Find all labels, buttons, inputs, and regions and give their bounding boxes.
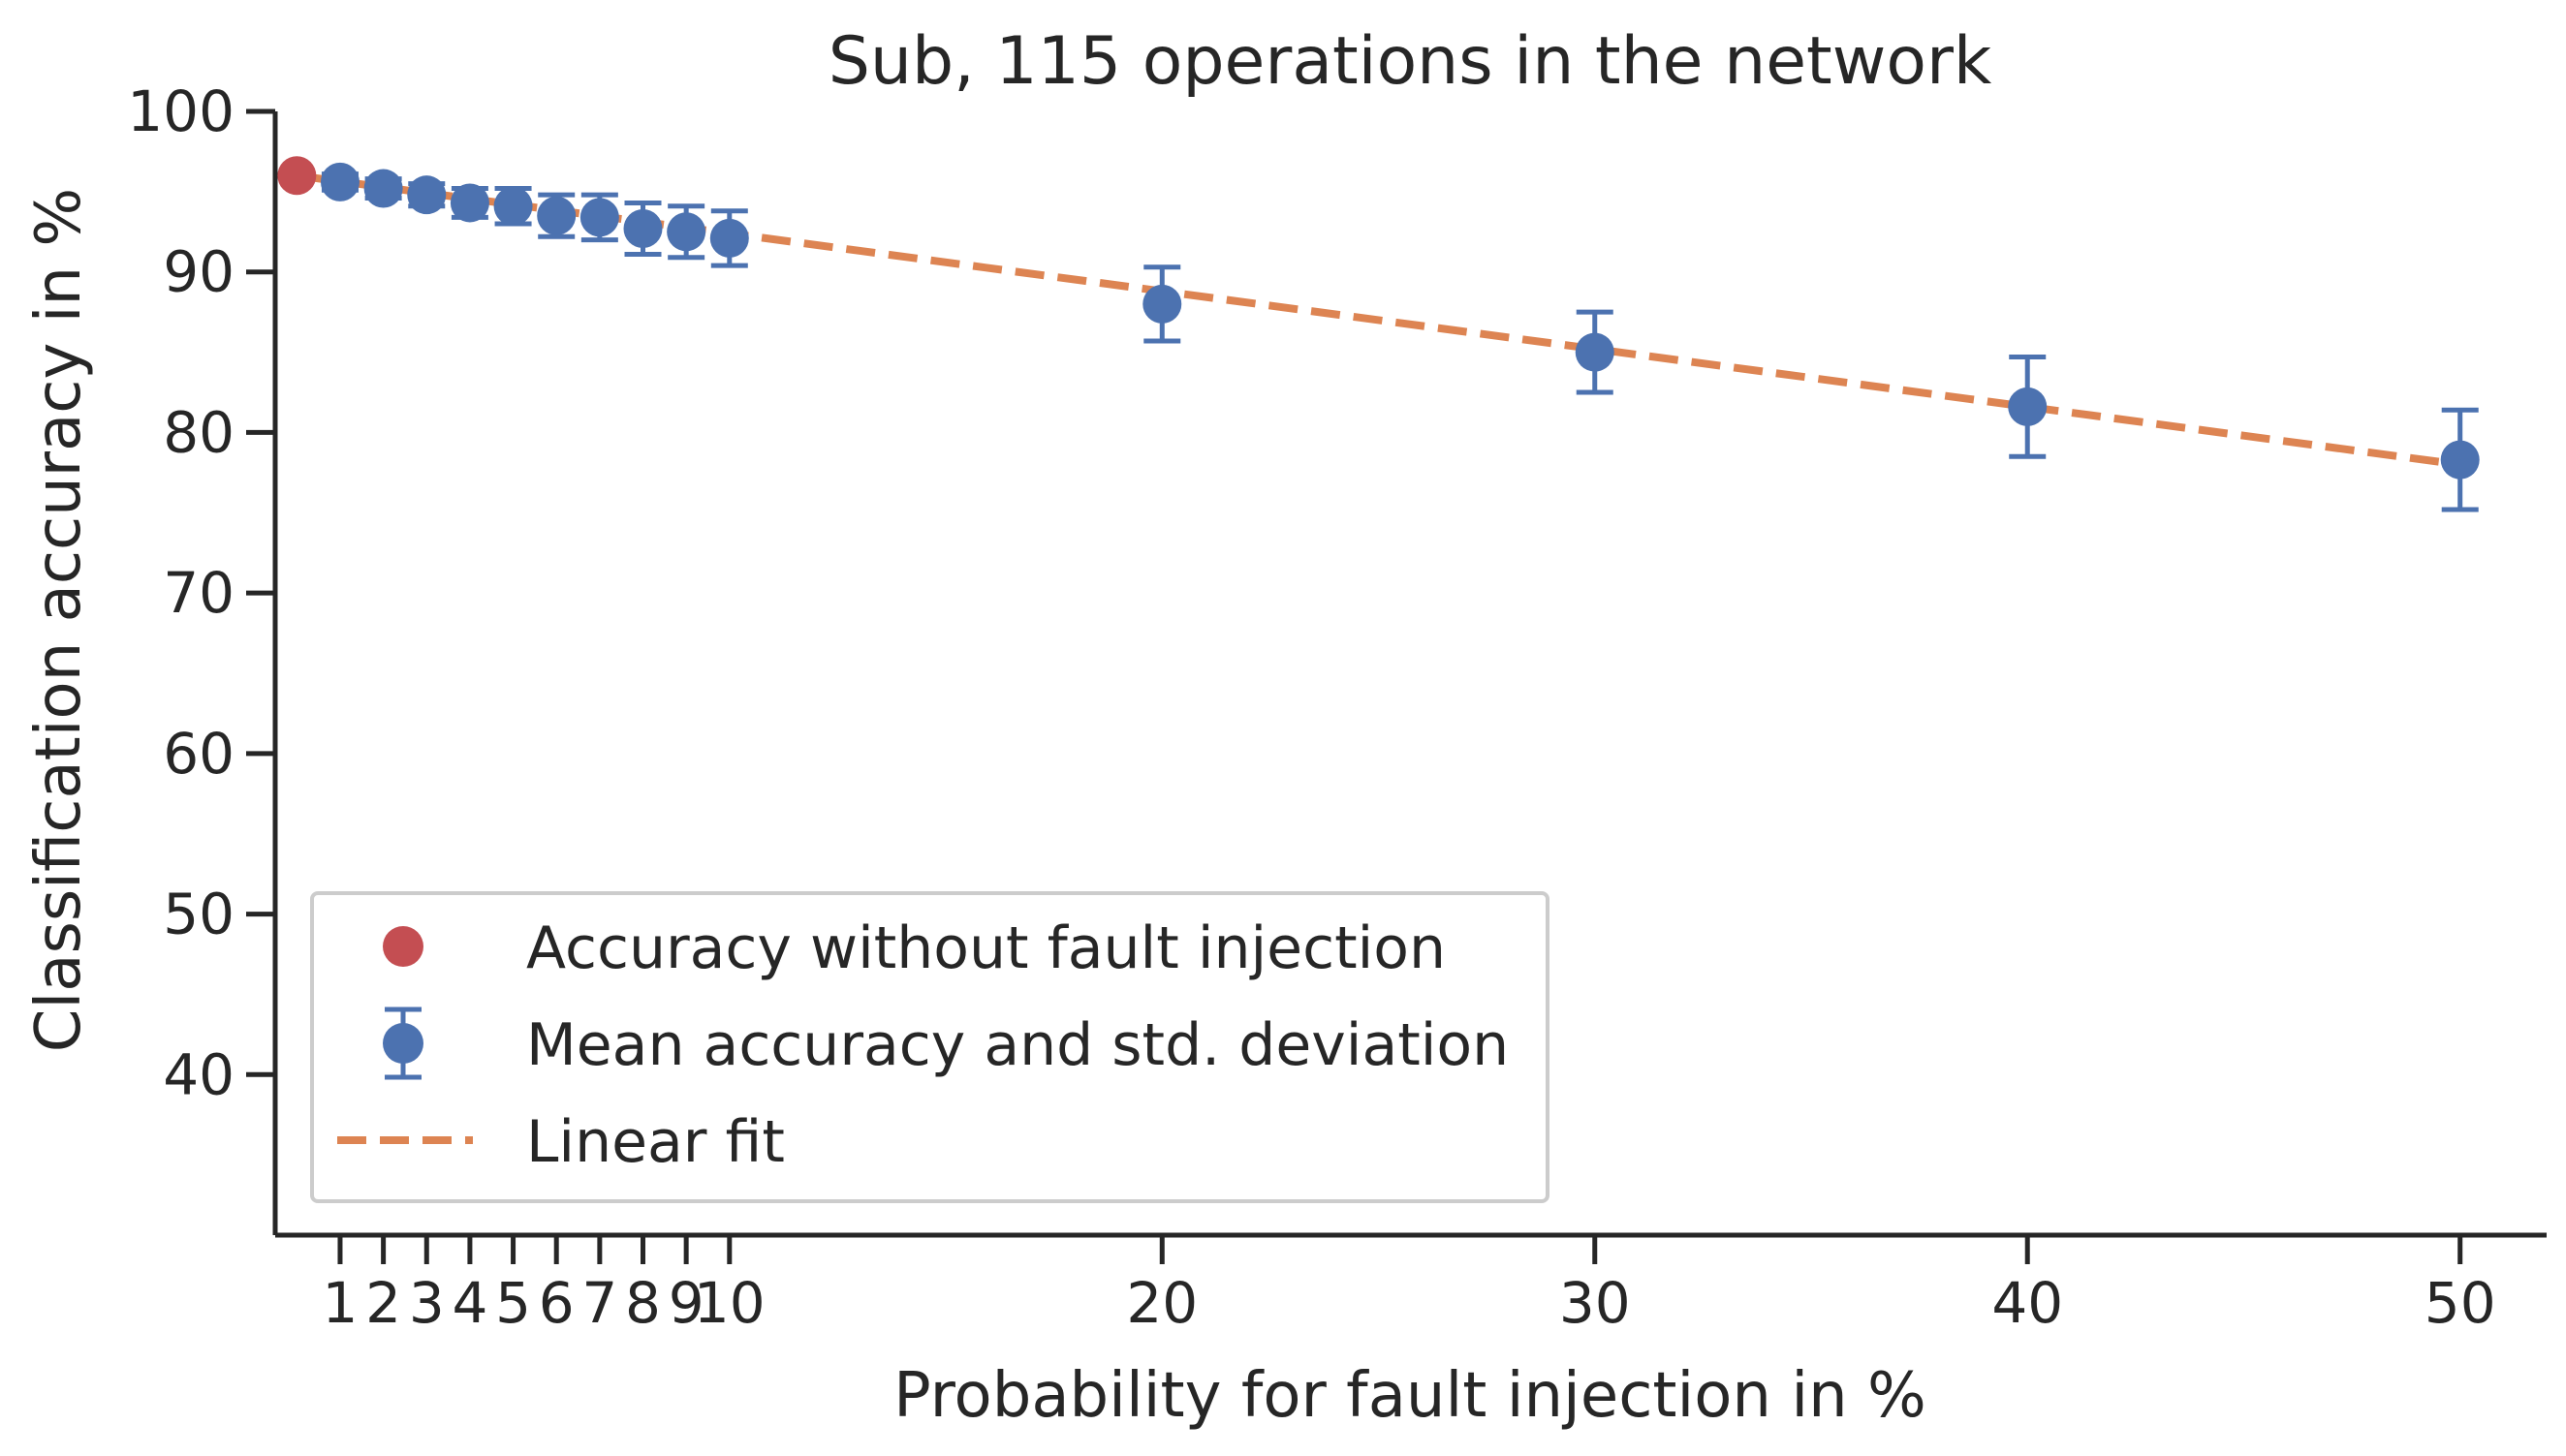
legend: Accuracy without fault injection Mean ac… bbox=[310, 891, 1549, 1203]
y-axis-label: Classification accuracy in % bbox=[23, 188, 95, 1052]
y-tick-label: 40 bbox=[163, 1041, 235, 1107]
x-tick-label: 10 bbox=[694, 1270, 766, 1336]
y-tick-label: 100 bbox=[127, 78, 235, 144]
mean-marker bbox=[493, 186, 533, 226]
x-tick-label: 4 bbox=[452, 1270, 487, 1336]
mean-marker bbox=[363, 169, 403, 208]
y-axis-ticks: 40 50 60 70 80 90 100 bbox=[127, 78, 275, 1107]
x-axis-ticks: 1 2 3 4 5 6 7 8 910 20 30 40 50 bbox=[323, 1235, 2496, 1336]
mean-point bbox=[667, 203, 706, 261]
mean-point bbox=[2008, 355, 2048, 459]
y-tick-label: 70 bbox=[163, 560, 235, 626]
y-tick-label: 50 bbox=[163, 882, 235, 947]
x-tick-label: 6 bbox=[539, 1270, 575, 1336]
x-tick-label: 40 bbox=[1991, 1270, 2063, 1336]
mean-marker bbox=[709, 218, 749, 258]
x-tick-label: 2 bbox=[365, 1270, 401, 1336]
mean-point bbox=[450, 183, 489, 223]
mean-marker bbox=[623, 208, 663, 248]
baseline-series-layer bbox=[277, 156, 317, 196]
mean-point bbox=[623, 200, 663, 257]
legend-mean-marker bbox=[383, 1007, 423, 1080]
mean-marker bbox=[2440, 440, 2480, 480]
mean-point bbox=[537, 192, 577, 239]
y-tick-label: 90 bbox=[163, 239, 235, 305]
x-tick-label: 20 bbox=[1126, 1270, 1198, 1336]
mean-marker bbox=[2008, 387, 2048, 426]
mean-point bbox=[2440, 407, 2480, 512]
mean-point bbox=[363, 169, 403, 208]
mean-point bbox=[320, 162, 360, 201]
mean-point bbox=[579, 192, 619, 243]
mean-marker bbox=[1575, 332, 1614, 372]
baseline-point bbox=[277, 156, 317, 196]
mean-point bbox=[709, 208, 749, 268]
mean-point bbox=[407, 175, 447, 215]
mean-marker bbox=[579, 198, 619, 237]
y-tick-label: 60 bbox=[163, 721, 235, 787]
linear-fit-layer bbox=[296, 171, 2461, 469]
legend-baseline-label: Accuracy without fault injection bbox=[526, 914, 1446, 982]
x-tick-label: 8 bbox=[625, 1270, 661, 1336]
chart-title: Sub, 115 operations in the network bbox=[829, 23, 1992, 100]
x-tick-label: 3 bbox=[409, 1270, 445, 1336]
legend-fit-label: Linear fit bbox=[526, 1108, 785, 1176]
mean-marker bbox=[537, 196, 577, 235]
x-tick-label: 7 bbox=[581, 1270, 617, 1336]
plot-area: 40 50 60 70 80 90 100 1 2 3 4 5 6 7 8 910 20 30 40 50 bbox=[127, 78, 2547, 1336]
mean-marker bbox=[450, 183, 489, 223]
mean-point bbox=[1575, 309, 1614, 395]
legend-mean-label: Mean accuracy and std. deviation bbox=[526, 1011, 1509, 1079]
x-tick-label: 30 bbox=[1559, 1270, 1631, 1336]
mean-marker bbox=[407, 175, 447, 215]
x-tick-label: 9 bbox=[669, 1270, 704, 1336]
x-tick-label: 1 bbox=[323, 1270, 359, 1336]
mean-point bbox=[1142, 264, 1182, 344]
legend-box bbox=[310, 891, 1549, 1203]
mean-marker bbox=[667, 212, 706, 252]
mean-point bbox=[493, 186, 533, 227]
mean-marker bbox=[1142, 284, 1182, 324]
x-tick-label: 5 bbox=[495, 1270, 531, 1336]
legend-baseline-marker bbox=[383, 926, 423, 967]
x-axis-label: Probability for fault injection in % bbox=[893, 1360, 1926, 1432]
linear-fit-line bbox=[296, 171, 2461, 469]
y-tick-label: 80 bbox=[163, 399, 235, 465]
mean-marker bbox=[320, 162, 360, 201]
x-tick-label: 50 bbox=[2425, 1270, 2496, 1336]
mean-series-layer bbox=[320, 162, 2480, 512]
